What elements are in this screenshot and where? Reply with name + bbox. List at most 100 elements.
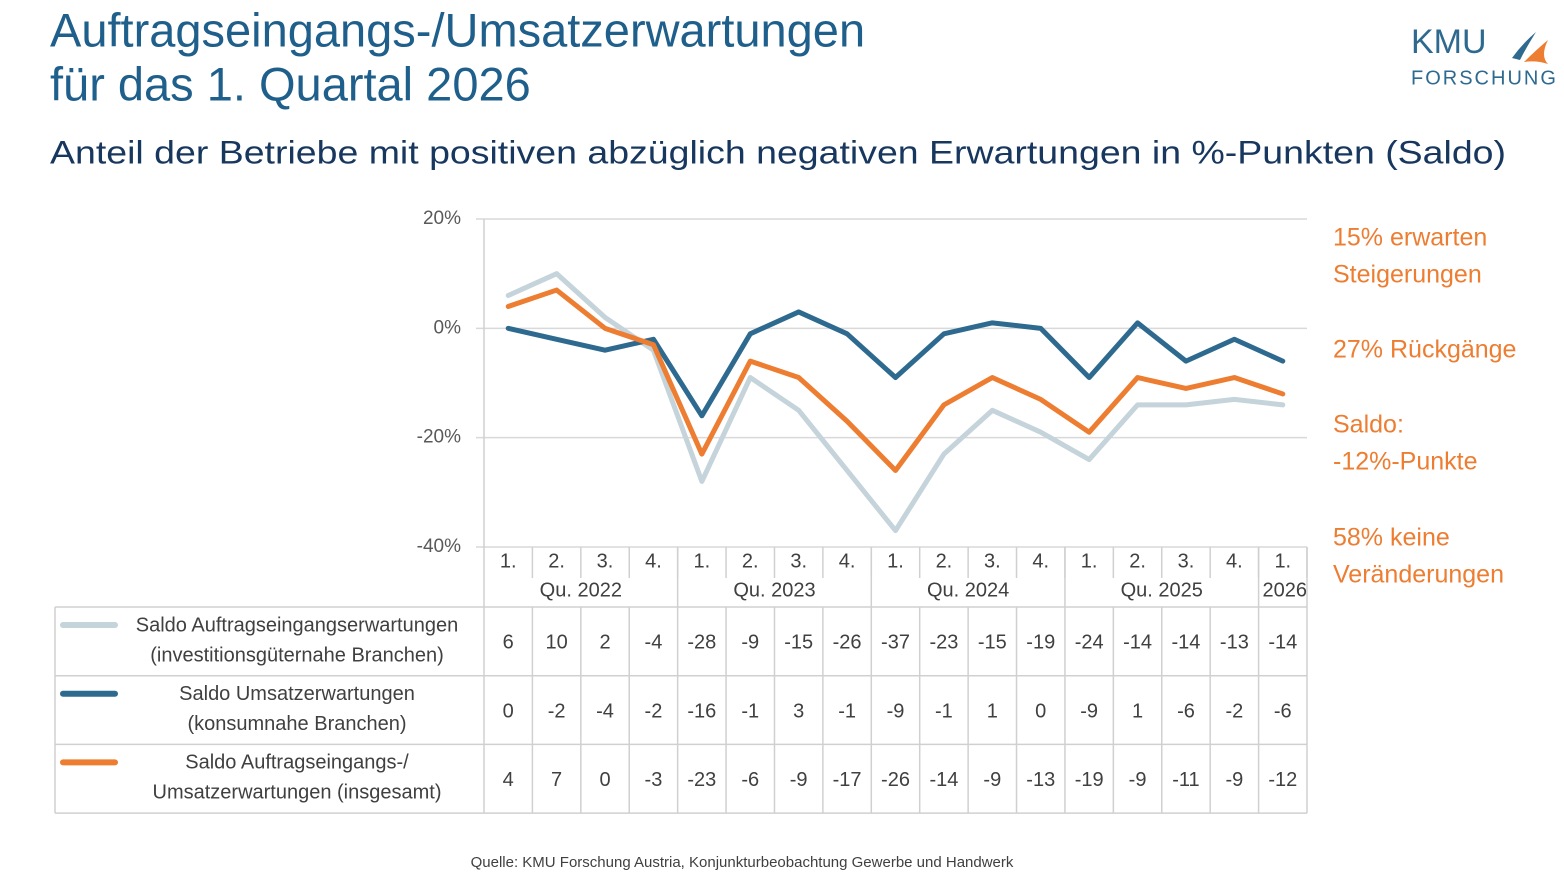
table-value: -26 <box>833 632 862 654</box>
table-value: -9 <box>983 769 1001 791</box>
x-tick-label: 2. <box>1129 550 1146 572</box>
series-line <box>505 287 1286 473</box>
annotation: Saldo: <box>1333 411 1404 439</box>
table-value: -9 <box>741 632 759 654</box>
table-value: -13 <box>1026 769 1055 791</box>
table-value: -23 <box>687 769 716 791</box>
y-tick-label: -40% <box>417 536 461 557</box>
legend-label: Saldo Umsatzerwartungen <box>179 683 415 705</box>
table-value: -14 <box>929 769 958 791</box>
table-value: -23 <box>929 632 958 654</box>
x-tick-label: 1. <box>1081 550 1098 572</box>
table-value: 1 <box>1132 700 1143 722</box>
table-value: -15 <box>784 632 813 654</box>
table-value: -37 <box>881 632 910 654</box>
table-value: -6 <box>1274 700 1292 722</box>
x-group-label: 2026 <box>1263 579 1308 601</box>
table-value: -2 <box>1225 700 1243 722</box>
table-value: -15 <box>978 632 1007 654</box>
table-value: -2 <box>645 700 663 722</box>
x-tick-label: 4. <box>645 550 662 572</box>
table-value: -14 <box>1172 632 1201 654</box>
annotation: 15% erwarten <box>1333 224 1487 252</box>
x-tick-label: 1. <box>694 550 711 572</box>
legend-label: (konsumnahe Branchen) <box>187 713 406 735</box>
x-tick-label: 1. <box>887 550 904 572</box>
chart-subtitle: Anteil der Betriebe mit positiven abzügl… <box>50 134 1506 170</box>
table-value: -2 <box>548 700 566 722</box>
annotation: Steigerungen <box>1333 261 1482 289</box>
y-tick-label: 20% <box>423 208 461 229</box>
table-value: 2 <box>599 632 610 654</box>
annotation: 27% Rückgänge <box>1333 336 1516 364</box>
table-value: -9 <box>887 700 905 722</box>
x-tick-label: 3. <box>984 550 1001 572</box>
series-line <box>505 309 1286 419</box>
x-tick-label: 2. <box>548 550 565 572</box>
legend-label: Saldo Auftragseingangs-/ <box>185 752 409 774</box>
annotation: -12%-Punkte <box>1333 448 1478 476</box>
chart-title: Auftragseingangs-/Umsatzerwartungen <box>50 3 865 56</box>
source: Quelle: KMU Forschung Austria, Konjunktu… <box>471 854 1014 871</box>
table-value: 6 <box>503 632 514 654</box>
x-tick-label: 3. <box>1178 550 1195 572</box>
table-value: 1 <box>987 700 998 722</box>
table-value: 0 <box>599 769 610 791</box>
table-value: -11 <box>1172 769 1199 791</box>
legend-label: Saldo Auftragseingangserwartungen <box>136 614 458 636</box>
y-tick-label: -20% <box>417 427 461 448</box>
logo-swoosh <box>1524 40 1548 64</box>
table-value: 3 <box>793 700 804 722</box>
table-value: -4 <box>596 700 614 722</box>
logo-swoosh <box>1512 32 1536 60</box>
x-tick-label: 3. <box>790 550 807 572</box>
table-value: -9 <box>1225 769 1243 791</box>
table-value: 0 <box>503 700 514 722</box>
table-value: -6 <box>1177 700 1195 722</box>
legend-label: Umsatzerwartungen (insgesamt) <box>153 782 442 804</box>
chart-title: für das 1. Quartal 2026 <box>50 57 531 110</box>
table-value: 7 <box>551 769 562 791</box>
table-value: -4 <box>645 632 663 654</box>
table-value: -1 <box>935 700 953 722</box>
logo-subtitle: FORSCHUNG <box>1411 67 1558 89</box>
table-value: -19 <box>1026 632 1055 654</box>
y-tick-label: 0% <box>434 317 462 338</box>
table-value: -16 <box>687 700 716 722</box>
table-value: -17 <box>833 769 862 791</box>
annotation: Veränderungen <box>1333 561 1504 589</box>
table-value: -28 <box>687 632 716 654</box>
table-value: -19 <box>1075 769 1104 791</box>
table-value: -14 <box>1268 632 1297 654</box>
table-value: -12 <box>1268 769 1297 791</box>
table-value: 4 <box>503 769 514 791</box>
table-value: -3 <box>645 769 663 791</box>
table-value: -1 <box>741 700 759 722</box>
table-value: -9 <box>790 769 808 791</box>
table-value: -14 <box>1123 632 1152 654</box>
x-tick-label: 4. <box>1032 550 1049 572</box>
table-value: -9 <box>1080 700 1098 722</box>
x-tick-label: 2. <box>742 550 759 572</box>
x-group-label: Qu. 2025 <box>1121 579 1203 601</box>
x-group-label: Qu. 2023 <box>733 579 815 601</box>
logo: KMU FORSCHUNG <box>1411 23 1558 89</box>
logo-name: KMU <box>1411 23 1487 61</box>
x-tick-label: 2. <box>936 550 953 572</box>
table-value: 10 <box>545 632 567 654</box>
table-value: -6 <box>741 769 759 791</box>
series-line <box>505 271 1286 534</box>
table-value: -26 <box>881 769 910 791</box>
table-value: 0 <box>1035 700 1046 722</box>
table-value: -1 <box>838 700 856 722</box>
x-group-label: Qu. 2024 <box>927 579 1009 601</box>
table-value: -24 <box>1075 632 1104 654</box>
x-tick-label: 3. <box>597 550 614 572</box>
x-tick-label: 1. <box>1274 550 1291 572</box>
table-value: -13 <box>1220 632 1249 654</box>
x-group-label: Qu. 2022 <box>540 579 622 601</box>
x-tick-label: 4. <box>839 550 856 572</box>
legend-label: (investitionsgüternahe Branchen) <box>150 644 444 666</box>
x-tick-label: 4. <box>1226 550 1243 572</box>
